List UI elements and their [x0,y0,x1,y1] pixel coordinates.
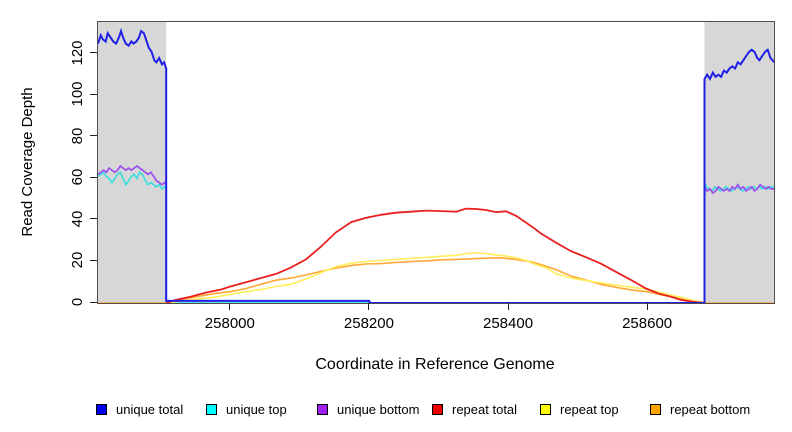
legend-swatch [96,403,107,415]
y-tick-mark [90,176,97,178]
legend-label: repeat top [560,401,619,417]
y-tick-label: 80 [69,127,86,145]
y-tick-label: 40 [69,210,86,228]
y-tick-label: 120 [69,40,86,66]
legend-item-repeat-top: repeat top [540,399,619,419]
x-tick-mark [368,303,370,310]
legend-label: unique top [226,401,287,417]
legend-item-unique-total: unique total [96,399,183,419]
series-unique-top [703,182,774,193]
legend-label: unique total [116,401,184,417]
y-tick-mark [90,93,97,95]
legend-label: unique bottom [337,401,420,417]
plot-area [97,21,775,304]
y-axis-title: Read Coverage Depth [19,87,36,237]
y-tick-label: 0 [69,297,86,307]
series-unique-bottom [703,183,774,195]
series-unique-top [98,170,705,303]
legend-swatch [206,403,217,415]
legend-swatch [540,403,551,415]
x-tick-label: 258200 [343,315,394,332]
y-tick-label: 60 [69,169,86,186]
legend-item-repeat-total: repeat total [432,399,517,419]
legend-swatch [432,403,443,415]
legend-label: repeat total [452,401,518,417]
y-tick-mark [90,301,97,303]
legend-swatch [650,403,661,415]
legend-item-unique-top: unique top [206,399,287,419]
x-axis-title: Coordinate in Reference Genome [315,356,555,373]
legend-label: repeat bottom [670,401,751,417]
shaded-region [704,22,774,303]
x-tick-mark [507,303,509,310]
y-tick-mark [90,135,97,137]
series-repeat-top [166,251,705,303]
legend-swatch [317,403,328,415]
y-tick-mark [90,259,97,261]
shaded-region [98,22,167,303]
legend: unique total unique top unique bottom repea… [0,399,792,419]
x-tick-mark [646,303,648,310]
x-tick-mark [229,303,231,310]
series-repeat-total [165,207,705,303]
y-tick-label: 20 [69,252,86,269]
series-unique-total [98,27,774,303]
series-repeat-bottom [98,256,774,303]
series-unique-bottom [98,164,168,303]
y-tick-mark [90,218,97,220]
plot-canvas [98,22,774,303]
x-tick-label: 258400 [482,315,534,332]
legend-item-unique-bottom: unique bottom [317,399,419,419]
legend-item-repeat-bottom: repeat bottom [650,399,750,419]
y-tick-label: 100 [69,81,86,107]
x-tick-label: 258600 [622,315,673,332]
x-tick-label: 258000 [204,315,255,332]
y-tick-mark [90,52,97,54]
